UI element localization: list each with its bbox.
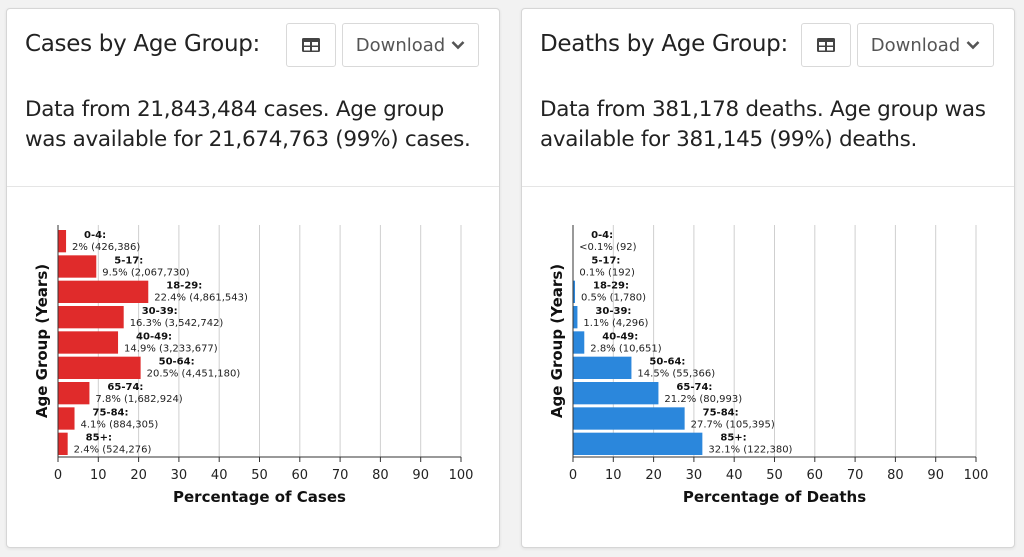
bar-category-label: 40-49: [136,331,172,342]
table-view-button[interactable] [286,23,336,67]
bar-category-label: 50-64: [649,357,685,368]
bar [58,331,119,354]
bar-data-label: <0.1% (92) [579,242,637,253]
bar-category-label: 65-74: [107,382,143,393]
cases-chart: 0-4:2% (426,386) 5-17:9.5% (2,067,730) 18-… [33,225,474,506]
bar [58,407,75,430]
bar-data-label: 2% (426,386) [72,242,140,253]
x-tick-label: 30 [686,468,703,483]
bar-data-label: 2.8% (10,651) [590,343,661,354]
bar-data-label: 32.1% (122,380) [708,445,792,456]
bar [573,382,659,405]
x-tick-label: 100 [449,468,474,483]
bar-data-label: 21.2% (80,993) [664,394,742,405]
table-view-button[interactable] [801,23,851,67]
table-icon [302,38,320,52]
bar [58,306,124,329]
bar-data-label: 2.4% (524,276) [74,445,152,456]
summary-text: Data from 381,178 deaths. Age group was … [540,97,986,152]
bar-data-label: 7.8% (1,682,924) [95,394,182,405]
x-axis-label: Percentage of Deaths [683,488,866,506]
x-tick-label: 30 [171,468,188,483]
bar-category-label: 40-49: [602,331,638,342]
bar-category-label: 0-4: [84,230,106,241]
divider [522,186,1014,187]
bar [573,356,632,379]
bar [58,382,90,405]
bar-category-label: 75-84: [703,407,739,418]
bar-data-label: 14.9% (3,233,677) [124,343,218,354]
x-tick-label: 40 [726,468,743,483]
bar-category-label: 18-29: [166,281,202,292]
bar-category-label: 0-4: [591,230,613,241]
x-tick-label: 50 [251,468,268,483]
bar [573,280,576,303]
bar-data-label: 1.1% (4,296) [583,318,648,329]
download-button[interactable]: Download [857,23,994,67]
x-tick-label: 10 [605,468,622,483]
divider [7,186,499,187]
deaths-card: Deaths by Age Group: Download Data from … [521,8,1015,548]
bar-data-label: 14.5% (55,366) [637,369,715,380]
chevron-down-icon [966,40,980,50]
bar-data-label: 22.4% (4,861,543) [154,293,248,304]
download-label: Download [355,34,446,56]
card-title: Cases by Age Group: [25,31,260,57]
x-axis-label: Percentage of Cases [173,488,346,506]
bar [573,331,585,354]
bar-category-label: 50-64: [159,357,195,368]
bar [573,306,578,329]
x-tick-label: 50 [766,468,783,483]
x-tick-label: 10 [90,468,107,483]
bar-data-label: 4.1% (884,305) [81,419,159,430]
bar [58,356,141,379]
card-title: Deaths by Age Group: [540,31,788,57]
y-axis-label: Age Group (Years) [33,264,51,418]
cases-card: Cases by Age Group: Download Data from 2… [6,8,500,548]
bar-category-label: 65-74: [676,382,712,393]
x-tick-label: 20 [645,468,662,483]
bar [573,432,703,455]
bar [58,280,149,303]
x-tick-label: 0 [54,468,62,483]
bar-data-label: 0.1% (192) [579,267,635,278]
bar [573,407,685,430]
x-tick-label: 70 [332,468,349,483]
x-tick-label: 40 [211,468,228,483]
x-tick-label: 70 [847,468,864,483]
bar-data-label: 0.5% (1,780) [581,293,646,304]
x-tick-label: 100 [964,468,989,483]
bar-category-label: 5-17: [591,255,620,266]
x-tick-label: 0 [569,468,577,483]
bar-category-label: 75-84: [93,407,129,418]
bar-category-label: 30-39: [142,306,178,317]
bar-data-label: 9.5% (2,067,730) [102,267,189,278]
download-button[interactable]: Download [342,23,479,67]
bar-category-label: 30-39: [595,306,631,317]
bar-data-label: 20.5% (4,451,180) [147,369,241,380]
bar-category-label: 5-17: [114,255,143,266]
bar [58,432,68,455]
bar [58,230,67,253]
summary-text: Data from 21,843,484 cases. Age group wa… [25,97,471,152]
bar-category-label: 85+: [720,433,746,444]
download-label: Download [870,34,961,56]
y-axis-label: Age Group (Years) [548,264,566,418]
x-tick-label: 90 [412,468,429,483]
table-icon [817,38,835,52]
bar-data-label: 27.7% (105,395) [691,419,775,430]
x-tick-label: 60 [292,468,309,483]
x-tick-label: 80 [372,468,389,483]
bar-data-label: 16.3% (3,542,742) [130,318,224,329]
bar [58,255,97,278]
chevron-down-icon [451,40,465,50]
bar-category-label: 85+: [86,433,112,444]
x-tick-label: 80 [887,468,904,483]
x-tick-label: 20 [130,468,147,483]
x-tick-label: 60 [807,468,824,483]
deaths-chart: 0-4:<0.1% (92) 5-17:0.1% (192) 18-29:0.5% … [548,225,989,506]
bar-category-label: 18-29: [593,281,629,292]
x-tick-label: 90 [927,468,944,483]
